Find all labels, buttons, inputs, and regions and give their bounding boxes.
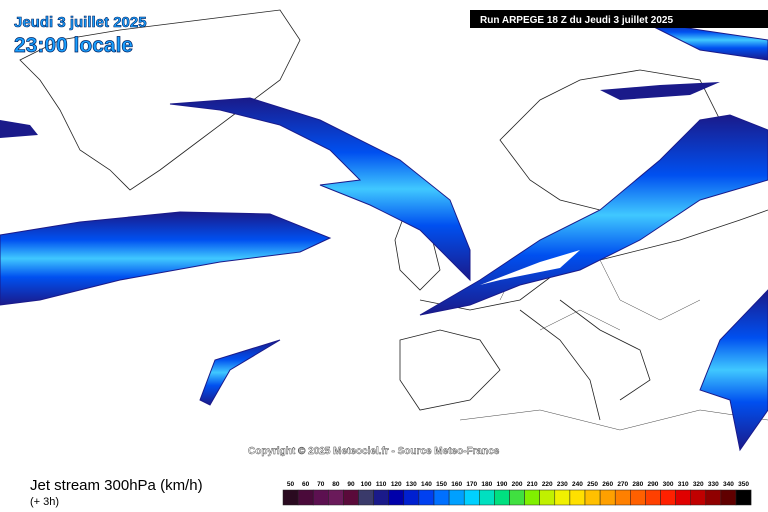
legend-swatch xyxy=(479,489,495,506)
legend-label: 120 xyxy=(391,481,402,488)
legend-label: 100 xyxy=(361,481,372,488)
legend-swatch xyxy=(312,489,329,506)
map-area xyxy=(0,9,768,452)
legend-swatch xyxy=(735,489,752,506)
legend-label: 350 xyxy=(738,481,749,488)
legend-label: 220 xyxy=(542,481,553,488)
legend-swatch xyxy=(645,489,661,506)
legend-swatch xyxy=(358,489,374,506)
legend-label: 230 xyxy=(557,481,568,488)
date-title: Jeudi 3 juillet 2025 xyxy=(14,14,147,31)
legend-label: 150 xyxy=(436,481,447,488)
legend-swatch xyxy=(554,489,571,506)
time-title: 23:00 locale xyxy=(14,34,133,57)
legend-label: 270 xyxy=(617,481,628,488)
jet-band xyxy=(419,114,768,316)
jet-band xyxy=(699,289,768,452)
legend-swatch xyxy=(328,489,344,506)
jet-band xyxy=(199,339,281,406)
legend-label: 50 xyxy=(287,481,295,488)
legend-swatch xyxy=(690,489,707,506)
legend-label: 140 xyxy=(421,481,432,488)
legend-swatch xyxy=(660,489,676,506)
legend-label: 310 xyxy=(678,481,689,488)
legend-label: 60 xyxy=(302,481,310,488)
legend-swatch xyxy=(343,489,359,506)
legend-label: 250 xyxy=(587,481,598,488)
jet-band xyxy=(0,120,38,138)
copyright: Copyright © 2025 Meteociel.fr - Source M… xyxy=(248,446,500,457)
legend-swatch xyxy=(494,489,510,506)
legend-swatch xyxy=(418,489,435,506)
legend-swatch xyxy=(630,489,646,506)
run-label: Run ARPEGE 18 Z du Jeudi 3 juillet 2025 xyxy=(480,15,673,26)
run-banner xyxy=(470,10,768,28)
legend-label: 320 xyxy=(693,481,704,488)
legend-label: 170 xyxy=(466,481,477,488)
legend-label: 340 xyxy=(723,481,734,488)
legend-label: 110 xyxy=(376,481,387,488)
legend-label: 240 xyxy=(572,481,583,488)
jet-band xyxy=(0,211,332,306)
legend-swatch xyxy=(569,489,586,506)
legend-swatch xyxy=(705,489,722,506)
jet-band xyxy=(639,19,768,61)
legend-swatch xyxy=(388,489,405,506)
legend-label: 260 xyxy=(602,481,613,488)
legend-swatch xyxy=(614,489,631,506)
jet-band xyxy=(169,97,471,282)
legend-swatch xyxy=(584,489,601,506)
legend-swatch xyxy=(448,489,465,506)
legend-label: 130 xyxy=(406,481,417,488)
legend-swatch xyxy=(539,489,556,506)
jet-band xyxy=(600,82,720,100)
legend-label: 210 xyxy=(527,481,538,488)
jet-core-gap xyxy=(480,250,580,285)
legend-label: 300 xyxy=(663,481,674,488)
legend-swatch xyxy=(675,489,691,506)
coastline xyxy=(399,329,501,411)
legend: 50 60 70 80 90 100 110 120 130 140 150 160 170 180 190… xyxy=(282,481,752,506)
legend-swatch xyxy=(433,489,450,506)
coastline xyxy=(519,299,651,421)
field-label: Jet stream 300hPa (km/h) xyxy=(30,477,203,494)
legend-label: 330 xyxy=(708,481,719,488)
legend-swatch xyxy=(720,489,737,506)
legend-label: 190 xyxy=(497,481,508,488)
legend-swatch xyxy=(282,489,299,506)
legend-swatch xyxy=(297,489,314,506)
legend-label: 160 xyxy=(451,481,462,488)
legend-swatch xyxy=(599,489,616,506)
legend-label: 80 xyxy=(332,481,340,488)
legend-swatch xyxy=(463,489,480,506)
legend-swatch xyxy=(524,489,540,506)
legend-swatch xyxy=(509,489,525,506)
legend-label: 200 xyxy=(512,481,523,488)
coastline xyxy=(19,9,301,191)
legend-label: 70 xyxy=(317,481,325,488)
legend-label: 290 xyxy=(648,481,659,488)
legend-label: 90 xyxy=(347,481,355,488)
legend-label: 180 xyxy=(481,481,492,488)
legend-label: 280 xyxy=(632,481,643,488)
legend-swatch xyxy=(403,489,420,506)
legend-swatch xyxy=(373,489,389,506)
lead-label: (+ 3h) xyxy=(30,496,59,508)
